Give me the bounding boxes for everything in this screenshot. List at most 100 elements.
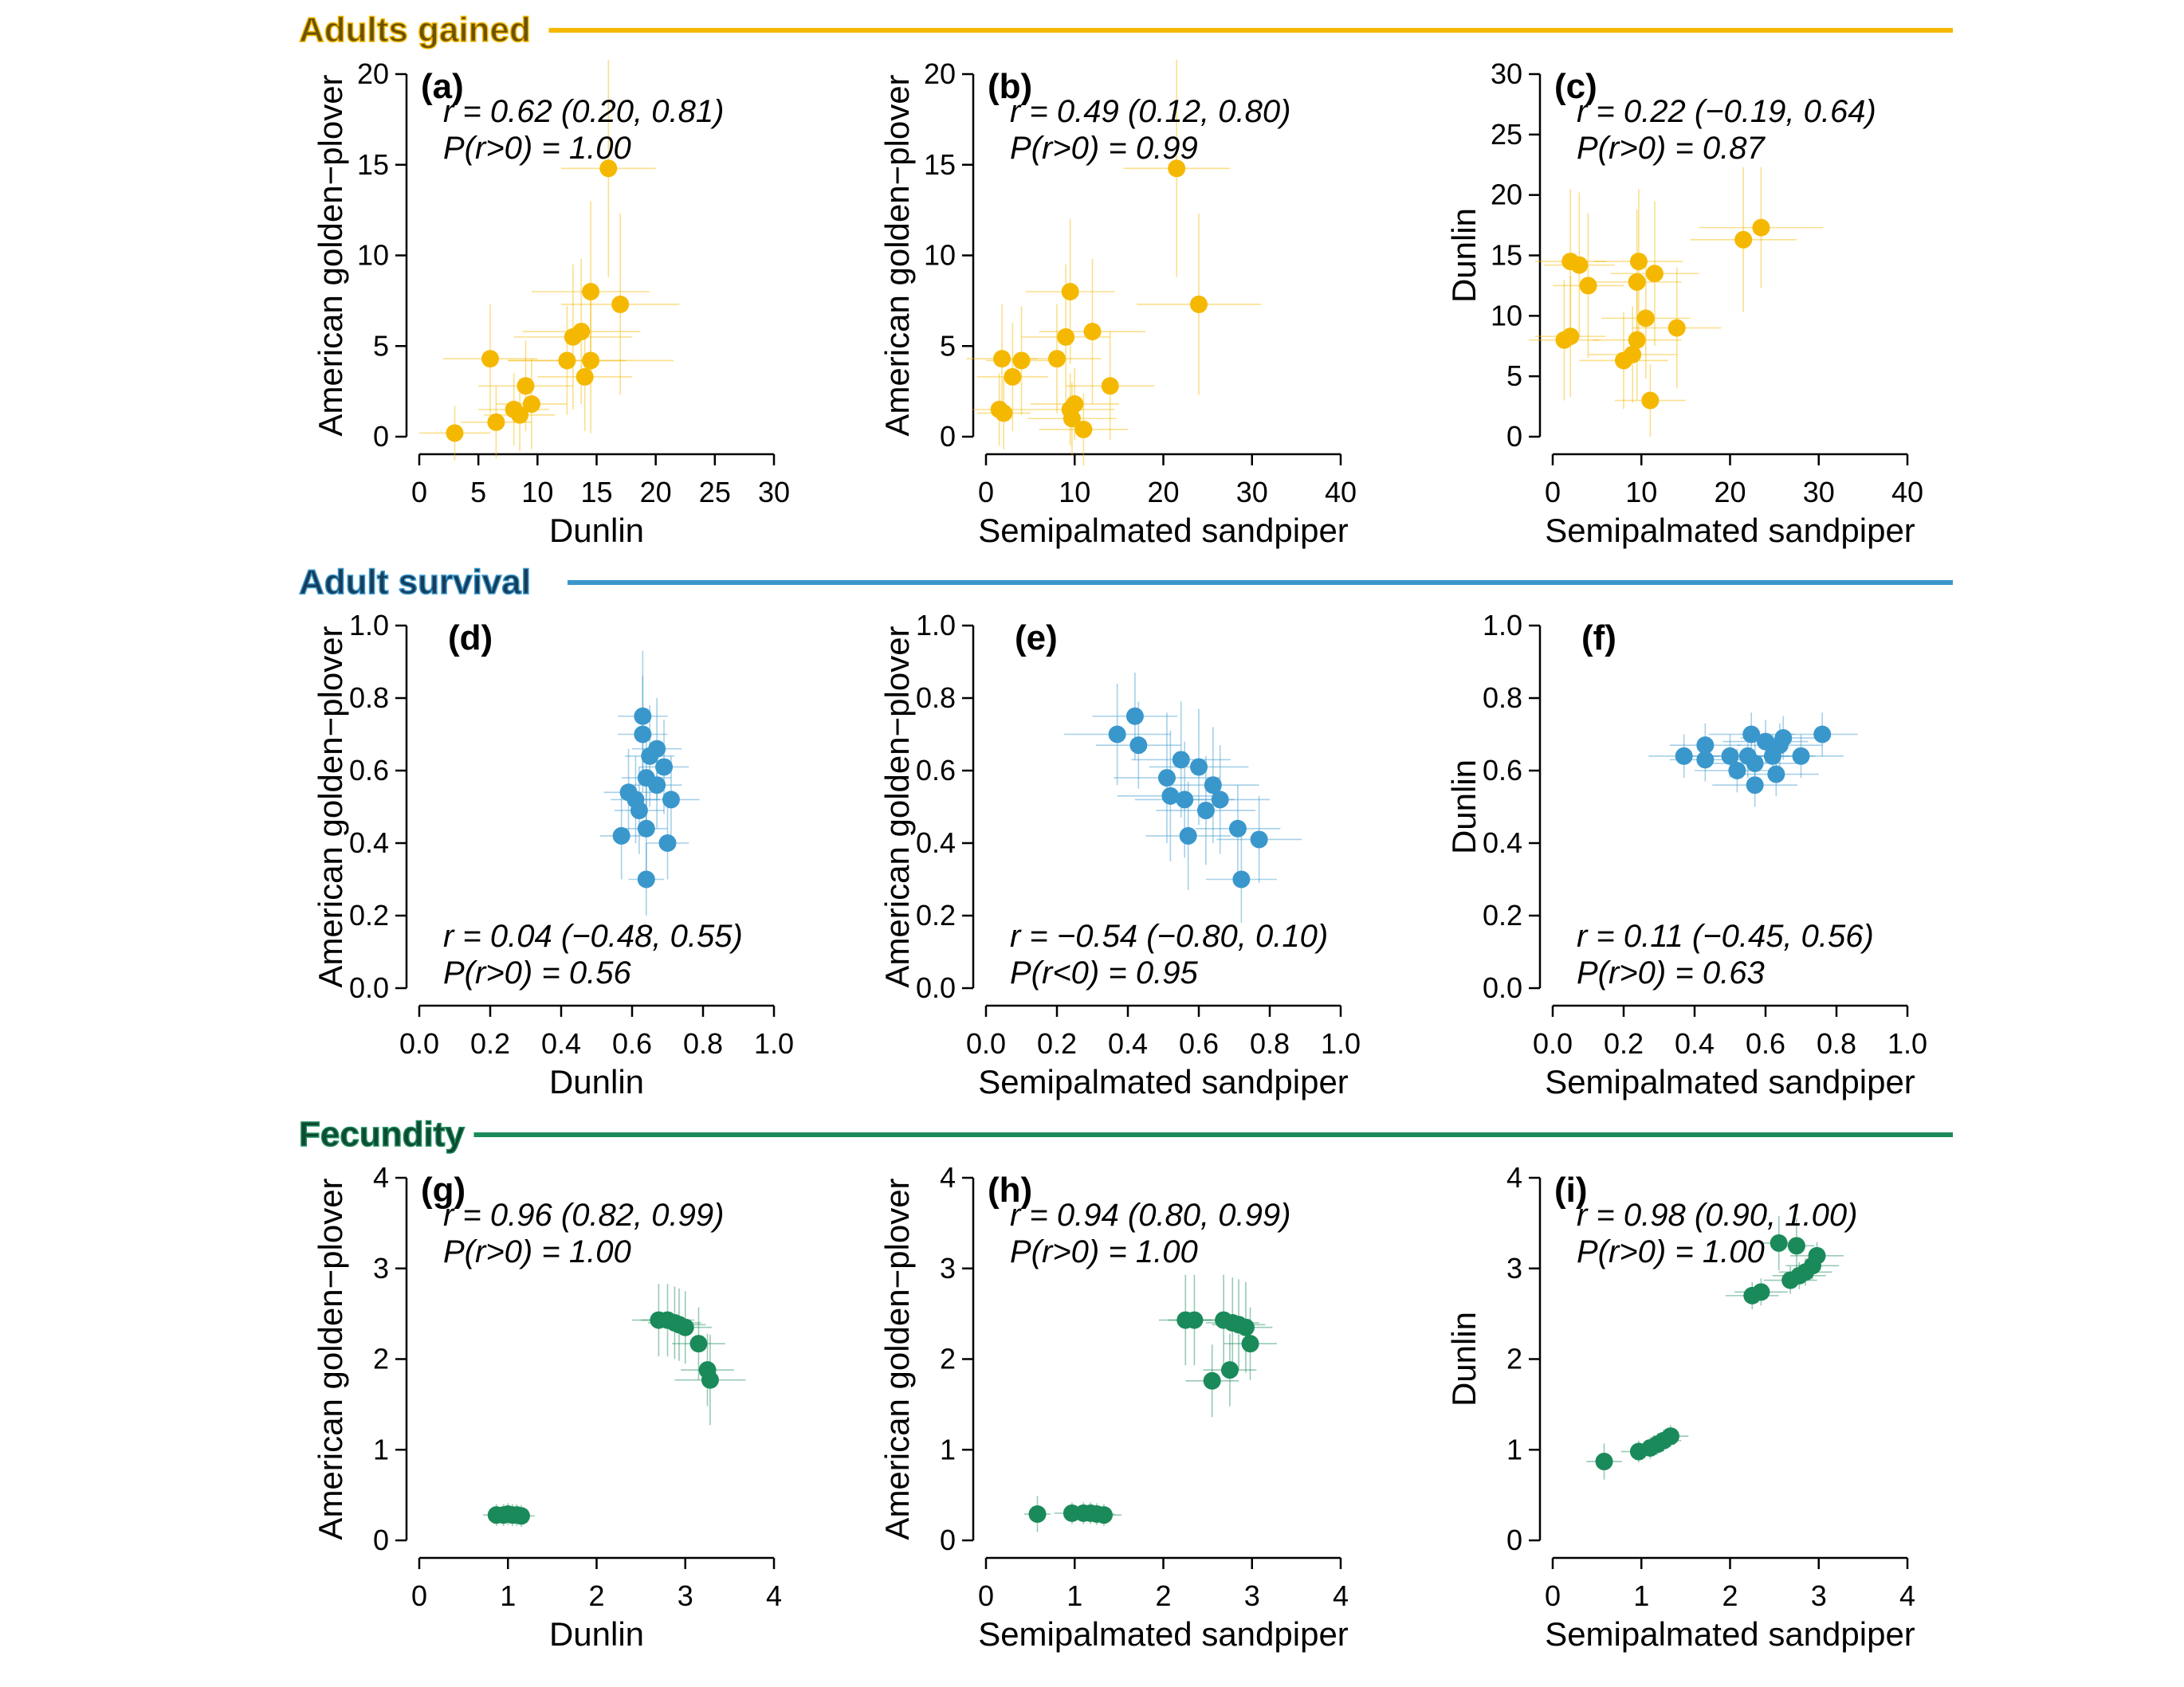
point-marker [662,791,680,809]
section-title: Fecundity [299,1115,465,1154]
x-tick-label: 0.6 [1179,1027,1219,1060]
panel-label: (i) [1554,1171,1588,1210]
x-tick-label: 30 [1803,476,1835,508]
y-tick-label: 25 [1491,118,1522,151]
point-marker [517,377,535,395]
x-tick-label: 1.0 [754,1027,794,1060]
point-marker [1667,319,1686,337]
data-point [599,792,643,880]
point-marker [1203,1371,1221,1390]
data-point [1593,279,1682,401]
y-tick-label: 5 [940,329,956,362]
point-marker [1561,328,1580,346]
data-point [1219,1281,1273,1373]
point-marker [637,870,655,889]
y-tick-label: 30 [1491,57,1522,90]
y-tick-label: 1.0 [349,609,389,641]
y-tick-label: 15 [1491,239,1522,272]
data-point [419,406,490,461]
point-marker [1172,751,1190,769]
point-marker [1746,754,1764,772]
x-tick-label: 4 [1333,1579,1349,1612]
data-point [1039,259,1146,405]
x-tick-label: 0.6 [612,1027,652,1060]
data-point [618,676,668,793]
x-tick-label: 1 [1633,1579,1649,1612]
y-tick-label: 1 [373,1433,389,1465]
point-marker [995,404,1013,422]
y-tick-label: 0 [940,1524,956,1556]
y-tick-label: 20 [1491,179,1522,211]
y-tick-label: 0.8 [349,681,389,714]
data-point [672,1307,725,1380]
y-axis-label: American golden−plover [312,1178,349,1540]
data-point [646,806,689,880]
data-point [1203,1333,1257,1406]
panel-label: (h) [988,1171,1032,1210]
point-marker [689,1335,708,1353]
panel-b: 0 5 10 15 20 0 10 20 30 40 Semipalmated sandpiper A… [878,57,1357,549]
point-marker [1063,410,1081,428]
data-point [1224,1307,1277,1380]
data-point [1614,364,1686,437]
point-marker [1752,1283,1770,1301]
x-tick-label: 0.0 [399,1027,439,1060]
point-marker [1787,1237,1805,1255]
data-point [1195,785,1281,873]
point-marker [630,802,648,820]
x-tick-label: 3 [1811,1579,1827,1612]
point-marker [1176,791,1194,809]
probability-text: P(r>0) = 0.99 [1010,131,1198,166]
y-tick-label: 0.2 [349,899,389,932]
y-tick-label: 1 [1506,1433,1522,1465]
point-marker [1721,747,1739,765]
x-tick-label: 0.4 [1108,1027,1148,1060]
y-tick-label: 15 [357,148,389,181]
x-axis-label: Semipalmated sandpiper [978,1615,1349,1653]
data-point [681,1333,734,1406]
y-tick-label: 0.4 [916,826,956,859]
x-tick-label: 0.6 [1746,1027,1785,1060]
y-tick-label: 3 [940,1252,956,1285]
point-marker [1728,762,1746,779]
data-point [522,259,641,405]
data-point [1712,741,1798,786]
data-point [1168,1274,1221,1366]
data-point [1652,1425,1689,1447]
y-tick-label: 2 [1506,1343,1522,1375]
panel-e: 0.00.20.40.60.81.00.0 0.2 0.4 0.6 0.8 1.0Semi… [878,609,1361,1100]
x-tick-label: 0 [1545,476,1561,508]
probability-text: P(r>0) = 1.00 [443,1234,631,1269]
y-tick-label: 0.4 [349,826,389,859]
point-marker [1770,1234,1788,1252]
point-marker [1579,277,1597,295]
data-point [1734,1278,1788,1306]
point-marker [1179,826,1197,845]
point-marker [1813,725,1832,743]
x-tick-label: 20 [1147,476,1179,508]
x-tick-label: 2 [588,1579,604,1612]
correlation-text: r = 0.49 (0.12, 0.80) [1010,94,1290,129]
x-tick-label: 0.8 [1817,1027,1856,1060]
data-point [976,376,1031,449]
point-marker [1628,273,1646,291]
point-marker [1012,351,1031,370]
point-marker [1628,331,1646,349]
panel-label: (f) [1581,618,1616,657]
point-marker [481,350,499,368]
data-point [1027,382,1117,455]
y-tick-label: 3 [1506,1252,1522,1285]
data-point [513,264,632,410]
data-point [1156,755,1256,865]
point-marker [1624,345,1642,363]
data-point [561,59,656,277]
y-tick-label: 0.6 [1483,754,1522,787]
point-marker [1211,791,1229,809]
panel-label: (c) [1554,67,1597,106]
point-marker [1196,802,1215,820]
section-title: Adults gained [299,10,531,49]
correlation-text: r = 0.22 (−0.19, 0.64) [1577,94,1876,129]
x-tick-label: 0.8 [1250,1027,1290,1060]
